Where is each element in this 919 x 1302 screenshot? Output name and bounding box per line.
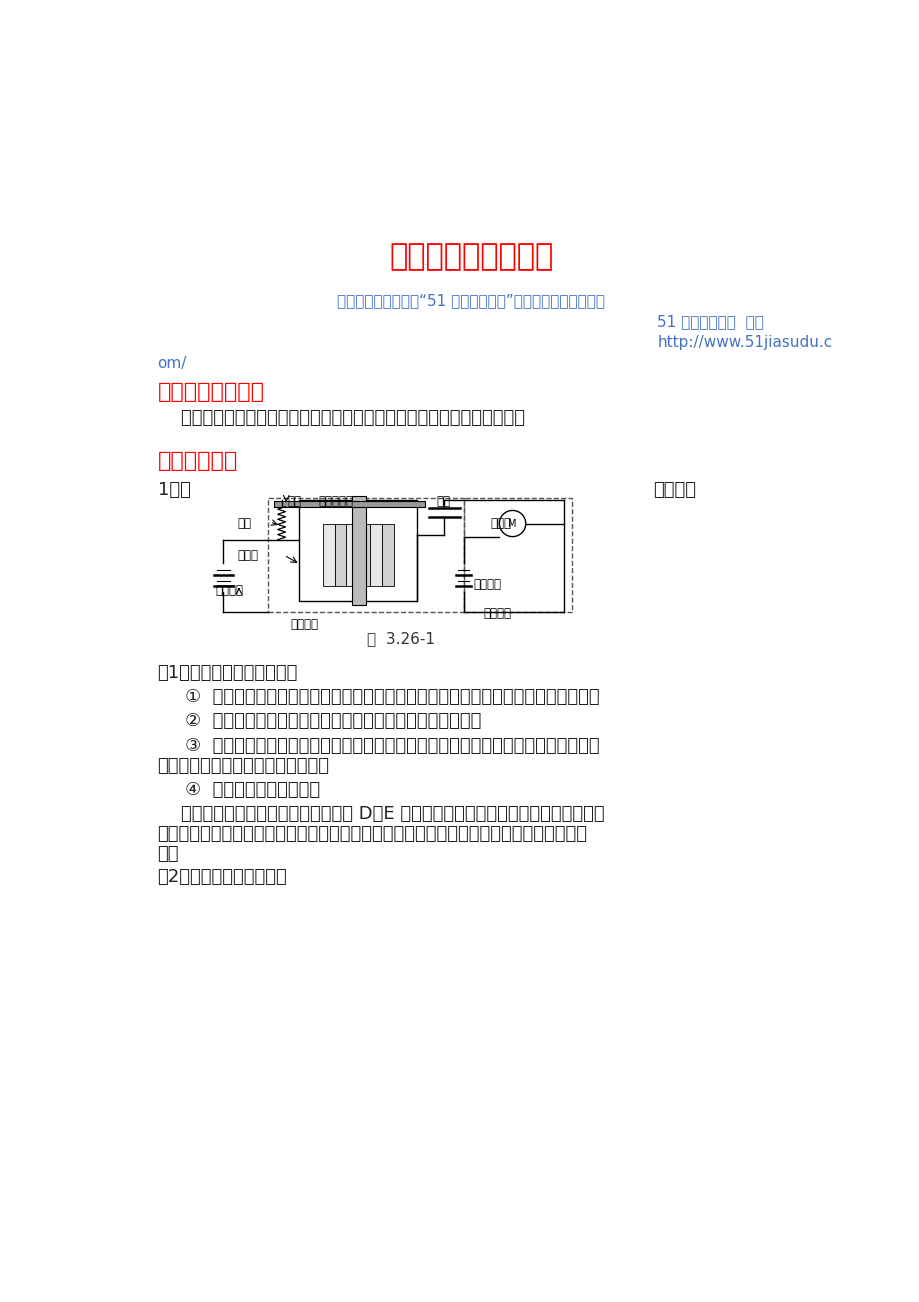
Text: 51 加速度学习网  整理: 51 加速度学习网 整理 <box>657 314 764 329</box>
Text: （1）、什么是电磁继电器：: （1）、什么是电磁继电器： <box>157 664 298 682</box>
Text: ①  继电器是利用低电压、弱电流的通断，来间接地控制高电压、强电流电路的装置。: ① 继电器是利用低电压、弱电流的通断，来间接地控制高电压、强电流电路的装置。 <box>185 687 598 706</box>
Text: 工作电路: 工作电路 <box>482 607 511 620</box>
Text: 制电路和高压工作电路两部分构成。: 制电路和高压工作电路两部分构成。 <box>157 756 329 775</box>
Text: 电磁继电器及扬声器: 电磁继电器及扬声器 <box>389 242 553 272</box>
Bar <box>346 525 358 586</box>
Bar <box>274 501 425 506</box>
Text: 1、电: 1、电 <box>157 482 190 499</box>
Text: 磁继电器: 磁继电器 <box>652 482 696 499</box>
Text: （2）、电磁继电器的作用: （2）、电磁继电器的作用 <box>157 867 287 885</box>
Bar <box>358 525 369 586</box>
Bar <box>323 525 335 586</box>
Text: om/: om/ <box>157 357 187 371</box>
Text: 性，弹簧把衔鐵拉起来，切断工作电路，电磁继电器就是利用电磁鐵控制工作电路通断的开: 性，弹簧把衔鐵拉起来，切断工作电路，电磁继电器就是利用电磁鐵控制工作电路通断的开 <box>157 824 587 842</box>
Text: 弹簧: 弹簧 <box>237 517 251 530</box>
Text: 二、知识要点: 二、知识要点 <box>157 452 238 471</box>
Bar <box>463 499 572 612</box>
Text: ②  电磁继电器就是利用电磁鐵来控制工作电路的一种开关。: ② 电磁继电器就是利用电磁鐵来控制工作电路的一种开关。 <box>185 712 481 730</box>
Bar <box>352 496 366 605</box>
Text: 电磁鐵通电时，把衔鐵吸引下来，使 D、E 接触，工作电路闭合。电磁鐵断电时失去磁: 电磁鐵通电时，把衔鐵吸引下来，使 D、E 接触，工作电路闭合。电磁鐵断电时失去磁 <box>157 805 604 823</box>
Text: M: M <box>508 518 516 529</box>
Text: 关。: 关。 <box>157 845 179 863</box>
Bar <box>299 500 417 602</box>
Text: 低压电源: 低压电源 <box>216 585 244 598</box>
Text: 有病问的题目请发在“51 加速度学习网”上，让我们来为你解答: 有病问的题目请发在“51 加速度学习网”上，让我们来为你解答 <box>337 293 605 309</box>
Text: 控制电路: 控制电路 <box>290 618 319 631</box>
Bar <box>369 525 381 586</box>
Text: 触点: 触点 <box>437 495 450 508</box>
Bar <box>268 499 463 612</box>
Text: http://www.51jiasudu.c: http://www.51jiasudu.c <box>657 335 832 350</box>
Bar <box>381 525 393 586</box>
Text: ③  电磁继电器的构造：电磁鐵、衔鐵、弹簧、触点如图所示，其工作电路由低电压控: ③ 电磁继电器的构造：电磁鐵、衔鐵、弹簧、触点如图所示，其工作电路由低电压控 <box>185 737 598 755</box>
Text: 电磁鐵: 电磁鐵 <box>237 549 258 562</box>
Text: 一、本节学习指导: 一、本节学习指导 <box>157 381 265 402</box>
Text: 衔鐵: 衔鐵 <box>287 495 301 508</box>
Text: 电磁继电器: 电磁继电器 <box>318 495 353 508</box>
Text: ④  电磁继电器的工作原理: ④ 电磁继电器的工作原理 <box>185 781 320 799</box>
Bar <box>335 525 346 586</box>
Text: 图  3.26-1: 图 3.26-1 <box>367 631 435 646</box>
Text: 电动机: 电动机 <box>491 517 511 530</box>
Text: 本节知识比较简单，了解即可。不必太深究其运行原理和做大量练习题。: 本节知识比较简单，了解即可。不必太深究其运行原理和做大量练习题。 <box>157 409 524 427</box>
Text: 高压电源: 高压电源 <box>472 578 501 591</box>
